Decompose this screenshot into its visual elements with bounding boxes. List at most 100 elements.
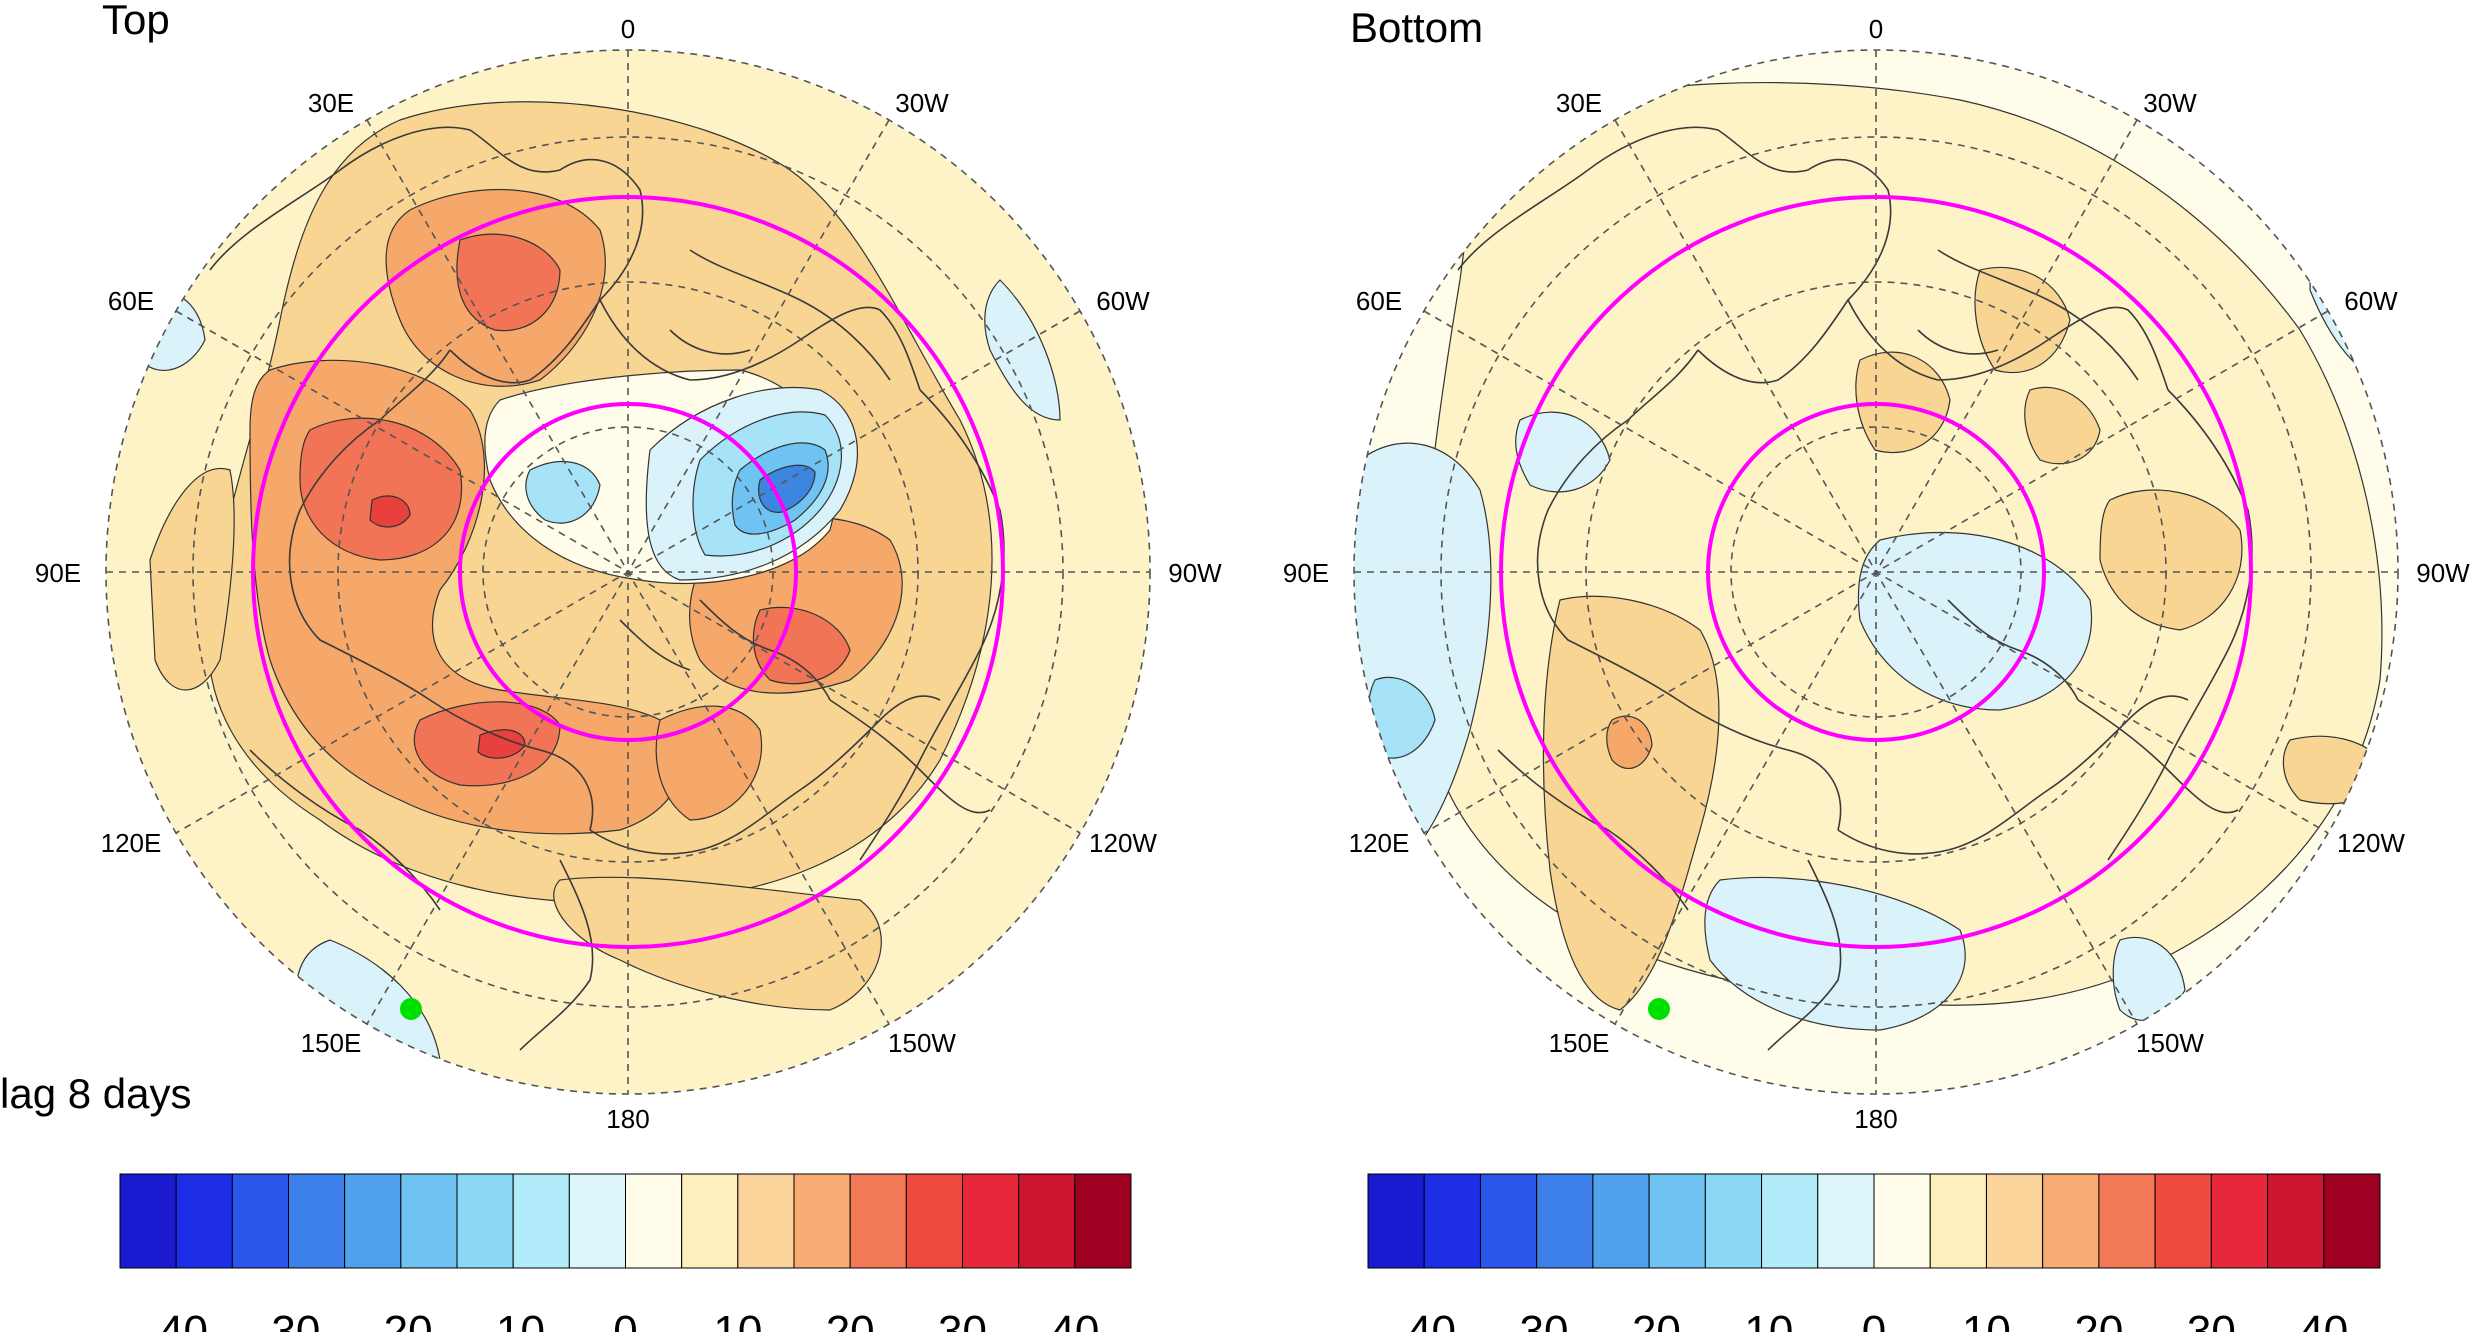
lon-label-60e: 60E (108, 286, 154, 316)
colorbar-swatch (1929, 1173, 1987, 1269)
colorbar-swatch (1761, 1173, 1819, 1269)
anomaly-contour (1974, 266, 2071, 374)
colorbar-swatch (231, 1173, 289, 1269)
location-marker (400, 998, 422, 1020)
lon-label-30e: 30E (308, 88, 354, 118)
anomaly-contour (1542, 595, 1720, 1011)
anomaly-contour (149, 467, 235, 691)
lon-label-150w: 150W (888, 1028, 956, 1058)
colorbar-swatch (568, 1173, 626, 1269)
colorbar-tick-label: -30 (1505, 1307, 1569, 1332)
colorbar-tick-label: 0 (1862, 1307, 1886, 1332)
colorbar-swatch (1536, 1173, 1594, 1269)
lon-label-120w: 120W (2337, 828, 2405, 858)
lon-label-90w: 90W (2416, 558, 2470, 588)
anomaly-field-top (106, 50, 1150, 1094)
lon-label-120e: 120E (101, 828, 162, 858)
lon-label-90e: 90E (35, 558, 81, 588)
colorbar-tick-label: 20 (2074, 1307, 2123, 1332)
region-boundary-outer (251, 195, 1005, 949)
colorbar-swatch (1479, 1173, 1538, 1269)
colorbar-swatch (1367, 1173, 1425, 1269)
map-panel-top: Top (0, 0, 1222, 1134)
anomaly-contour (1606, 715, 1653, 769)
region-boundary-outer (1499, 195, 2253, 949)
colorbar-tick-label: 30 (938, 1307, 987, 1332)
colorbar-swatch (2098, 1173, 2156, 1269)
anomaly-contour (655, 705, 763, 821)
anomaly-contour (369, 495, 411, 528)
colorbar-tick-label: 10 (1962, 1307, 2011, 1332)
lon-label-180: 180 (606, 1104, 649, 1134)
lon-label-120e: 120E (1349, 828, 1410, 858)
colorbar-swatch (1018, 1173, 1076, 1269)
colorbar-swatch (1592, 1173, 1650, 1269)
lon-label-30w: 30W (895, 88, 949, 118)
colorbar-swatch (1704, 1173, 1763, 1269)
anomaly-contour (984, 279, 1061, 421)
colorbar-swatch (288, 1173, 346, 1269)
location-marker (1648, 998, 1670, 1020)
colorbar-swatch (1817, 1173, 1875, 1269)
lon-label-150e: 150E (1549, 1028, 1610, 1058)
anomaly-contour (553, 876, 882, 1011)
colorbar-swatch (625, 1173, 683, 1269)
lon-label-30w: 30W (2143, 88, 2197, 118)
colorbar-swatch (737, 1173, 795, 1269)
lon-label-30e: 30E (1556, 88, 1602, 118)
lon-label-60w: 60W (2344, 286, 2398, 316)
colorbar-swatch (1648, 1173, 1706, 1269)
lon-label-90w: 90W (1168, 558, 1222, 588)
lon-label-120w: 120W (1089, 828, 1157, 858)
colorbar-swatch (681, 1173, 739, 1269)
colorbar-swatch (1074, 1173, 1132, 1269)
anomaly-contour (2024, 386, 2101, 465)
colorbar-tick-label: -30 (257, 1307, 321, 1332)
anomaly-contour (456, 233, 561, 332)
region-boundary-inner (458, 402, 798, 742)
colorbar-swatch (962, 1173, 1020, 1269)
colorbar-swatch (175, 1173, 233, 1269)
map-panel-bottom: Bottom (1283, 4, 2470, 1134)
panel-title-top: Top (102, 0, 170, 43)
colorbar-tick-label: 40 (1050, 1307, 1099, 1332)
lon-label-180: 180 (1854, 1104, 1897, 1134)
coastlines (1457, 126, 2253, 1051)
anomaly-contour (2282, 735, 2391, 805)
colorbar-swatch (2210, 1173, 2269, 1269)
colorbar-tick-label: 0 (613, 1307, 637, 1332)
lon-label-0: 0 (621, 14, 635, 44)
colorbar-tick-label: 30 (2187, 1307, 2236, 1332)
colorbar-swatch (512, 1173, 570, 1269)
anomaly-contour (752, 606, 851, 685)
colorbar-swatch (344, 1173, 402, 1269)
colorbar-swatch (456, 1173, 514, 1269)
anomaly-contour (1704, 876, 1966, 1031)
colorbar-tick-label: -40 (1392, 1307, 1456, 1332)
colorbar-swatch (2323, 1173, 2381, 1269)
graticule (105, 49, 1151, 1095)
colorbar-swatch (400, 1173, 458, 1269)
lon-label-150w: 150W (2136, 1028, 2204, 1058)
colorbar-swatch (849, 1173, 907, 1269)
colorbar-tick-label: -10 (481, 1307, 545, 1332)
colorbar-tick-label: -20 (369, 1307, 433, 1332)
colorbar-swatch (1985, 1173, 2044, 1269)
colorbar-swatch (1423, 1173, 1481, 1269)
lon-label-60w: 60W (1096, 286, 1150, 316)
colorbar-swatch (793, 1173, 851, 1269)
colorbar-tick-label: -40 (144, 1307, 208, 1332)
anomaly-contour (525, 461, 601, 524)
colorbar-left: -40 -30 -20 -10 0 10 20 30 40 (119, 1173, 1132, 1332)
colorbar-swatch (2042, 1173, 2100, 1269)
lag-note: lag 8 days (0, 1070, 191, 1117)
coastlines (209, 126, 1005, 1051)
lon-label-60e: 60E (1356, 286, 1402, 316)
lon-label-150e: 150E (301, 1028, 362, 1058)
region-boundary-inner (1706, 402, 2046, 742)
longitude-labels: 0 30W 60W 90W 120W 150W 180 150E 120E 90… (35, 14, 1222, 1134)
panel-title-bottom: Bottom (1350, 4, 1483, 51)
colorbar-tick-label: 40 (2299, 1307, 2348, 1332)
colorbar-swatch (2154, 1173, 2212, 1269)
